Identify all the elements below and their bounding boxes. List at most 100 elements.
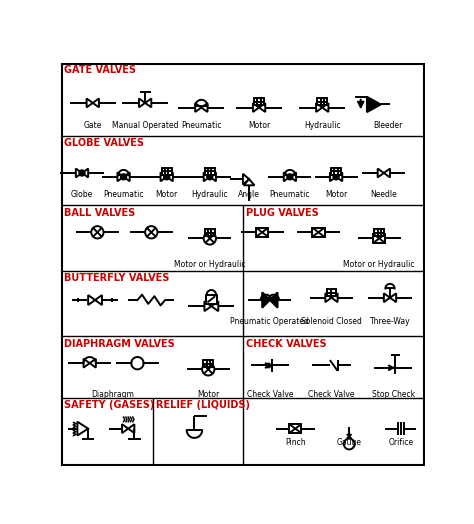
Polygon shape — [322, 103, 328, 112]
Polygon shape — [325, 293, 331, 302]
Polygon shape — [211, 301, 219, 311]
Text: Pneumatic Operated: Pneumatic Operated — [230, 317, 310, 326]
Polygon shape — [262, 292, 270, 308]
Text: Orifice: Orifice — [388, 438, 413, 447]
Polygon shape — [384, 293, 390, 302]
Text: Three-Way: Three-Way — [370, 317, 410, 326]
Polygon shape — [331, 293, 337, 302]
Polygon shape — [90, 359, 96, 368]
Polygon shape — [253, 103, 259, 112]
Bar — [203, 360, 213, 367]
Circle shape — [145, 226, 157, 238]
Text: PLUG VALVES: PLUG VALVES — [246, 208, 319, 217]
Polygon shape — [204, 301, 211, 311]
Bar — [205, 168, 215, 174]
Circle shape — [287, 174, 292, 180]
Bar — [312, 227, 325, 237]
Text: Motor or Hydraulic: Motor or Hydraulic — [344, 260, 415, 269]
Circle shape — [207, 174, 212, 180]
Circle shape — [202, 363, 214, 376]
Polygon shape — [83, 359, 90, 368]
Polygon shape — [244, 179, 255, 185]
Polygon shape — [93, 99, 99, 107]
Circle shape — [266, 364, 270, 367]
Polygon shape — [330, 172, 336, 181]
Text: GLOBE VALVES: GLOBE VALVES — [64, 138, 144, 148]
Polygon shape — [87, 99, 93, 107]
Text: Angle: Angle — [238, 190, 260, 199]
Polygon shape — [384, 169, 390, 178]
Circle shape — [344, 439, 355, 450]
Polygon shape — [77, 422, 88, 435]
Circle shape — [121, 174, 126, 180]
Circle shape — [91, 226, 103, 238]
Polygon shape — [316, 103, 322, 112]
Text: Gauge: Gauge — [337, 438, 362, 447]
Polygon shape — [167, 172, 173, 181]
Polygon shape — [95, 295, 102, 305]
Text: SAFETY (GASES): SAFETY (GASES) — [64, 400, 155, 410]
Polygon shape — [284, 172, 290, 181]
Polygon shape — [390, 293, 396, 302]
Polygon shape — [259, 103, 265, 112]
Polygon shape — [145, 99, 151, 107]
Text: Diaphragm: Diaphragm — [91, 390, 134, 399]
Bar — [256, 227, 268, 237]
Polygon shape — [290, 172, 296, 181]
Text: Motor: Motor — [325, 190, 347, 199]
Polygon shape — [139, 99, 145, 107]
Text: BALL VALVES: BALL VALVES — [64, 208, 136, 217]
Bar — [327, 289, 336, 296]
Polygon shape — [210, 172, 216, 181]
Polygon shape — [161, 172, 167, 181]
Polygon shape — [336, 172, 342, 181]
Text: Motor: Motor — [155, 190, 178, 199]
Polygon shape — [270, 292, 278, 308]
Text: DIAPHRAGM VALVES: DIAPHRAGM VALVES — [64, 339, 175, 348]
Text: RELIEF (LIQUIDS): RELIEF (LIQUIDS) — [156, 400, 250, 410]
Text: Globe: Globe — [71, 190, 93, 199]
Text: Pneumatic: Pneumatic — [181, 121, 221, 129]
Polygon shape — [88, 295, 95, 305]
Polygon shape — [82, 169, 88, 178]
Bar — [331, 168, 341, 174]
Text: GATE VALVES: GATE VALVES — [64, 65, 137, 75]
Text: Stop Check: Stop Check — [372, 390, 415, 399]
Text: Solenoid Closed: Solenoid Closed — [301, 317, 362, 326]
Bar — [317, 99, 327, 105]
Bar — [206, 294, 217, 304]
Polygon shape — [201, 103, 208, 112]
Bar — [289, 424, 301, 433]
Text: BUTTERFLY VALVES: BUTTERFLY VALVES — [64, 273, 170, 283]
Text: Motor: Motor — [248, 121, 270, 129]
Bar — [373, 234, 385, 243]
Bar — [205, 229, 215, 236]
Polygon shape — [195, 103, 201, 112]
Polygon shape — [122, 424, 128, 433]
Circle shape — [333, 174, 339, 180]
Text: Pinch: Pinch — [285, 438, 306, 447]
Text: Needle: Needle — [371, 190, 397, 199]
Text: Check Valve: Check Valve — [246, 390, 293, 399]
Polygon shape — [124, 172, 130, 181]
Bar — [374, 229, 384, 236]
Polygon shape — [204, 172, 210, 181]
Text: Hydraulic: Hydraulic — [191, 190, 228, 199]
Polygon shape — [118, 172, 124, 181]
Text: Manual Operated: Manual Operated — [112, 121, 178, 129]
Circle shape — [164, 174, 169, 180]
Text: Pneumatic: Pneumatic — [103, 190, 144, 199]
Text: Motor or Hydraulic: Motor or Hydraulic — [174, 260, 246, 269]
Polygon shape — [243, 174, 249, 184]
Polygon shape — [128, 424, 134, 433]
Polygon shape — [378, 169, 384, 178]
Text: Pneumatic: Pneumatic — [270, 190, 310, 199]
Text: Hydraulic: Hydraulic — [304, 121, 340, 129]
Text: Motor: Motor — [197, 390, 219, 399]
Text: Check Valve: Check Valve — [308, 390, 355, 399]
Bar — [162, 168, 172, 174]
Text: CHECK VALVES: CHECK VALVES — [246, 339, 327, 348]
Circle shape — [204, 232, 216, 245]
Text: Gate: Gate — [83, 121, 102, 129]
Bar — [254, 99, 264, 105]
